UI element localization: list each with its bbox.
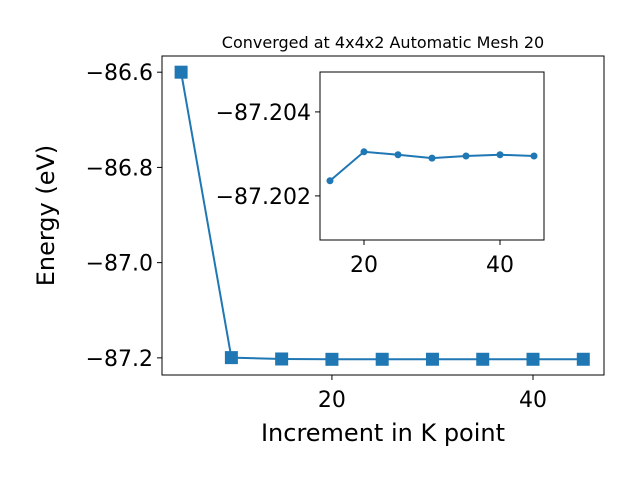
marker: [275, 352, 289, 366]
x-axis-label: Increment in K point: [261, 419, 505, 447]
marker: [360, 148, 368, 156]
marker: [462, 152, 470, 160]
chart-title: Converged at 4x4x2 Automatic Mesh 20: [222, 33, 544, 52]
y-tick-label: −87.2: [86, 347, 153, 372]
y-tick-label: −87.0: [86, 252, 153, 277]
marker: [174, 65, 188, 79]
marker: [476, 352, 490, 366]
x-tick-label: 20: [318, 388, 346, 413]
axes-frame: [319, 71, 545, 241]
marker: [530, 152, 538, 160]
y-axis-label: Energy (eV): [32, 145, 60, 287]
y-tick-label: −86.8: [86, 156, 153, 181]
marker: [325, 352, 339, 366]
marker: [425, 352, 439, 366]
marker: [576, 352, 590, 366]
marker: [326, 177, 334, 185]
axes-frame: [161, 55, 605, 376]
y-tick-label: −87.204: [216, 101, 311, 126]
marker: [394, 151, 402, 159]
x-tick-label: 40: [486, 253, 514, 278]
marker: [428, 154, 436, 162]
x-tick-label: 40: [519, 388, 547, 413]
x-tick-label: 20: [350, 253, 378, 278]
marker: [496, 151, 504, 159]
y-tick-label: −87.202: [216, 185, 311, 210]
y-tick-label: −86.6: [86, 61, 153, 86]
marker: [224, 351, 238, 365]
marker: [526, 352, 540, 366]
marker: [375, 352, 389, 366]
